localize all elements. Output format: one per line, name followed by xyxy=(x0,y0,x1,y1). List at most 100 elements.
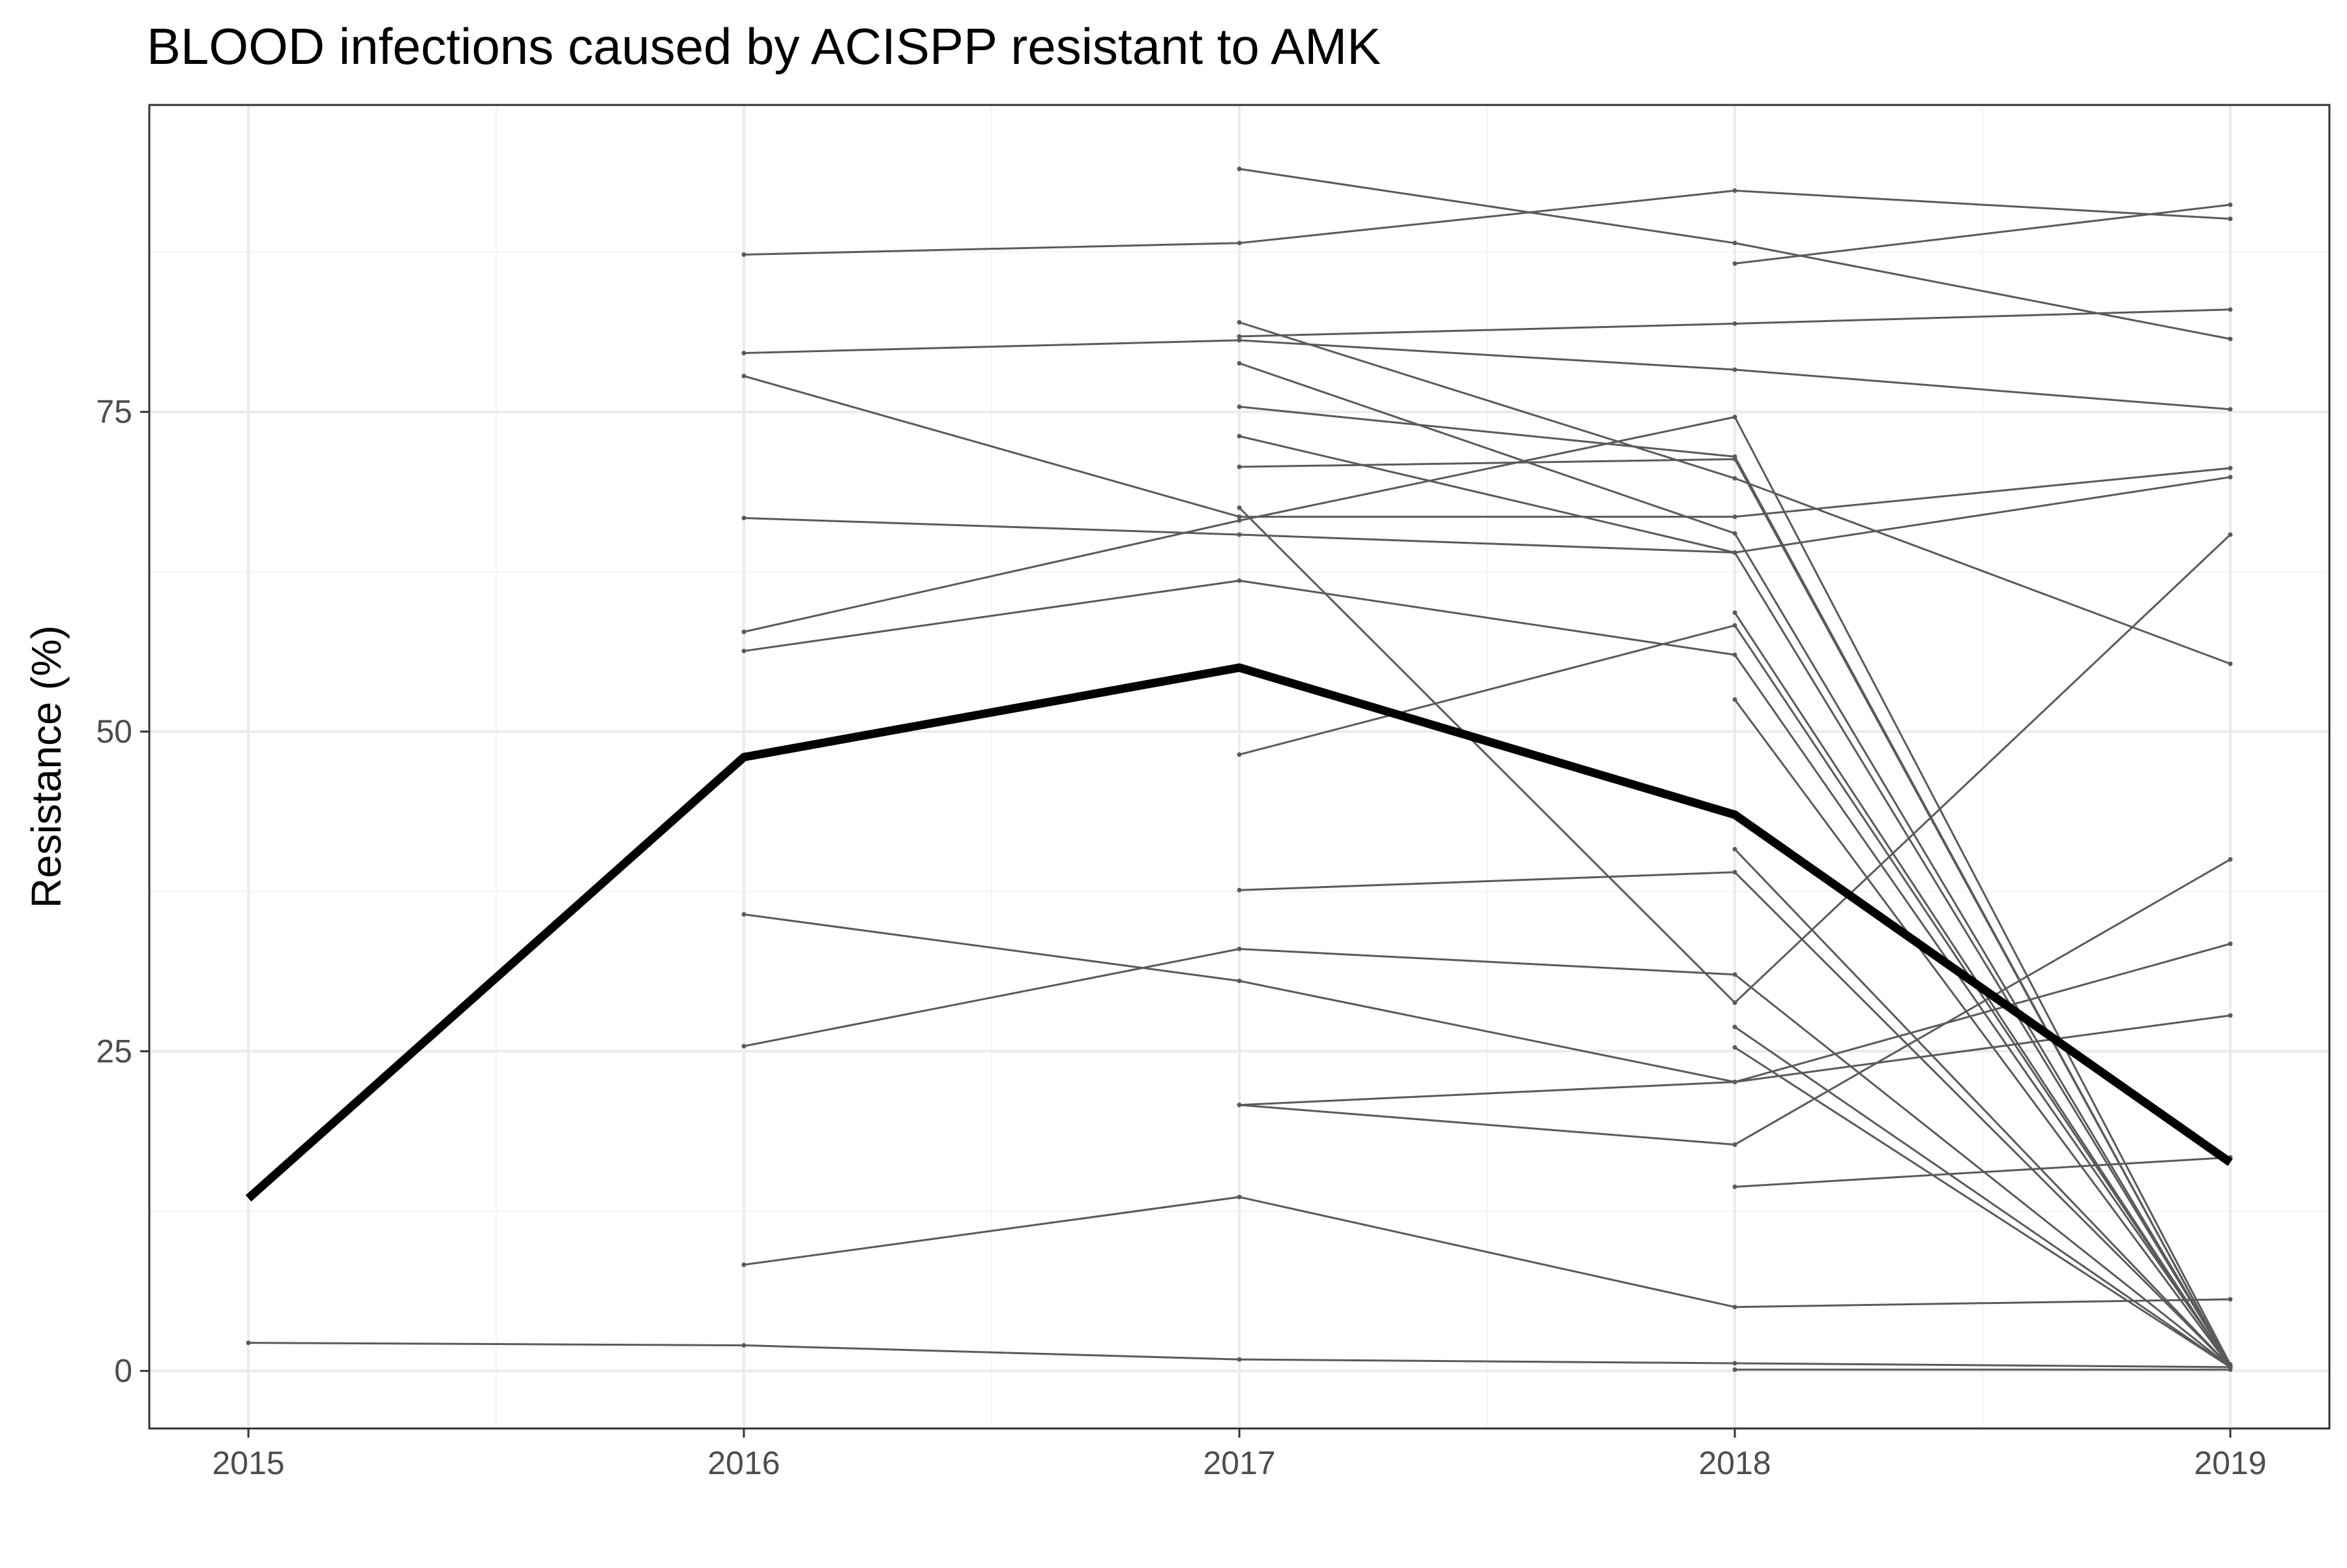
individual-point xyxy=(1237,166,1242,171)
individual-series-line-7 xyxy=(743,580,2232,1367)
individual-point xyxy=(2228,336,2233,342)
individual-point xyxy=(1732,623,1737,628)
individual-point xyxy=(1732,1142,1737,1147)
individual-point xyxy=(1237,947,1242,951)
individual-point xyxy=(1732,1184,1737,1189)
individual-point xyxy=(1237,979,1242,983)
individual-point xyxy=(741,374,746,379)
individual-point xyxy=(1732,1000,1737,1005)
individual-point xyxy=(1732,367,1737,372)
individual-point xyxy=(741,649,746,653)
individual-point xyxy=(1732,188,1737,193)
individual-point xyxy=(1732,531,1737,536)
y-axis-title: Resistance (%) xyxy=(23,625,70,908)
individual-point xyxy=(1237,887,1242,893)
individual-point xyxy=(1237,1357,1242,1362)
individual-point xyxy=(2228,532,2233,537)
individual-point xyxy=(1732,652,1737,657)
individual-point xyxy=(2228,661,2233,666)
individual-point xyxy=(1732,415,1737,420)
individual-point xyxy=(2228,941,2233,947)
individual-series-line-3 xyxy=(743,339,2231,411)
individual-point xyxy=(1732,1080,1737,1084)
individual-series-line-28 xyxy=(1734,1046,2231,1368)
individual-point xyxy=(1237,464,1242,469)
individual-point xyxy=(1237,1194,1242,1200)
individual-series-line-8 xyxy=(743,913,2231,1083)
individual-series-lines xyxy=(246,166,2233,1372)
individual-point xyxy=(2228,1367,2233,1372)
individual-point xyxy=(1237,578,1242,584)
individual-point xyxy=(2228,216,2233,222)
individual-point xyxy=(1237,334,1242,339)
individual-series-line-6 xyxy=(743,416,2232,1365)
individual-point xyxy=(2228,1297,2233,1302)
individual-point xyxy=(1732,610,1737,615)
individual-point xyxy=(1732,1024,1737,1029)
individual-point xyxy=(1732,697,1737,702)
y-tick-label: 50 xyxy=(96,713,132,750)
individual-point xyxy=(2228,307,2233,312)
individual-point xyxy=(741,1343,746,1348)
individual-point xyxy=(1732,847,1737,851)
individual-point xyxy=(1237,361,1242,366)
individual-point xyxy=(1237,514,1242,520)
individual-series-line-4 xyxy=(743,375,2231,518)
y-tick-label: 75 xyxy=(96,394,132,430)
individual-point xyxy=(1732,1045,1737,1050)
individual-point xyxy=(1237,752,1242,757)
x-tick-label: 2015 xyxy=(212,1445,284,1481)
individual-point xyxy=(1237,1102,1242,1108)
individual-point xyxy=(1237,434,1242,439)
x-tick-label: 2017 xyxy=(1203,1445,1275,1481)
x-tick-label: 2016 xyxy=(707,1445,780,1481)
axis-ticks: 2015 2016 2017 2018 2019 0 25 50 75 xyxy=(96,394,2266,1481)
individual-point xyxy=(741,912,746,917)
individual-point xyxy=(1732,514,1737,520)
individual-point xyxy=(1237,505,1242,510)
individual-series-line-5 xyxy=(743,476,2231,554)
individual-point xyxy=(1732,321,1737,326)
individual-point xyxy=(1732,870,1737,875)
individual-point xyxy=(1237,319,1242,325)
individual-point xyxy=(1237,518,1242,523)
individual-point xyxy=(1237,404,1242,409)
individual-point xyxy=(741,1262,746,1267)
individual-point xyxy=(1732,550,1737,555)
individual-point xyxy=(1732,1361,1737,1366)
individual-point xyxy=(1732,972,1737,977)
individual-series-line-27 xyxy=(1734,1026,2231,1368)
individual-point xyxy=(1732,241,1737,246)
individual-point xyxy=(1732,456,1737,462)
x-tick-label: 2018 xyxy=(1698,1445,1771,1481)
individual-point xyxy=(2228,407,2233,412)
individual-point xyxy=(741,629,746,634)
overall-series-line xyxy=(245,663,2233,1202)
individual-point xyxy=(2228,1013,2233,1018)
individual-point xyxy=(2228,857,2233,862)
individual-series-line-23 xyxy=(1734,203,2231,265)
individual-point xyxy=(2228,466,2233,471)
individual-series-line-25 xyxy=(1734,699,2232,1368)
individual-point xyxy=(1732,261,1737,266)
individual-series-line-9 xyxy=(743,948,2231,1368)
individual-series-line-2 xyxy=(743,189,2231,256)
individual-series-line-29 xyxy=(1734,1156,2231,1188)
individual-point xyxy=(1237,338,1242,343)
chart-title: BLOOD infections caused by ACISPP resist… xyxy=(147,18,1381,75)
y-tick-label: 25 xyxy=(96,1033,132,1069)
individual-point xyxy=(2228,475,2233,480)
x-tick-label: 2019 xyxy=(2194,1445,2266,1481)
individual-point xyxy=(246,1340,251,1346)
individual-point xyxy=(1237,241,1242,246)
individual-point xyxy=(2228,202,2233,207)
individual-point xyxy=(1732,476,1737,481)
individual-point xyxy=(741,1044,746,1049)
individual-point xyxy=(1732,1367,1737,1372)
individual-point xyxy=(1732,1305,1737,1310)
individual-point xyxy=(741,252,746,257)
individual-series-line-10 xyxy=(743,1196,2231,1309)
individual-point xyxy=(741,351,746,355)
